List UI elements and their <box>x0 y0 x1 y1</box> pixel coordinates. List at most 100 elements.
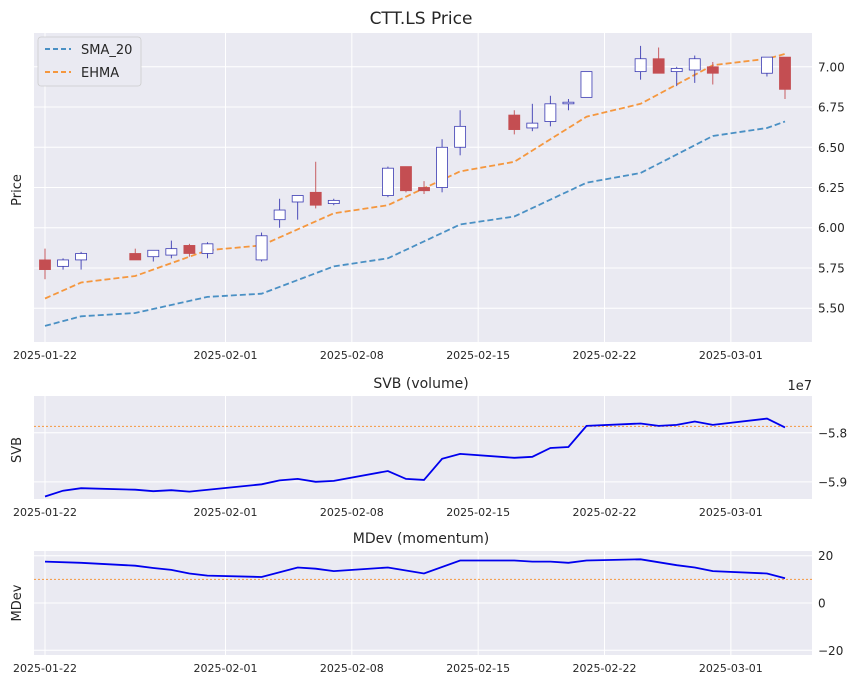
candle-body <box>526 122 539 129</box>
y-tick-label: 6.25 <box>818 181 845 195</box>
price-chart-title: CTT.LS Price <box>370 9 473 29</box>
sma-20-line <box>44 120 786 327</box>
candle-body <box>688 58 701 71</box>
candle-body <box>544 103 557 122</box>
svb-series <box>34 417 812 498</box>
y-tick-label: −5.9 <box>818 475 847 489</box>
candle <box>508 110 521 135</box>
x-tick-label: 2025-01-22 <box>13 662 77 675</box>
candle-body <box>580 71 593 98</box>
y-tick-label: 20 <box>818 549 833 563</box>
y-tick-label: 5.75 <box>818 261 845 275</box>
candle-body <box>454 125 467 148</box>
candle <box>255 232 268 262</box>
x-tick-label: 2025-02-22 <box>573 662 637 675</box>
candle-body <box>400 166 412 192</box>
series-line <box>44 558 786 580</box>
candle <box>454 110 467 156</box>
y-tick-label: −5.8 <box>818 426 847 440</box>
x-tick-label: 2025-01-22 <box>13 506 77 519</box>
candle-body <box>147 249 160 258</box>
x-tick-label: 2025-03-01 <box>699 349 763 362</box>
x-tick-label: 2025-02-22 <box>573 506 637 519</box>
candle <box>400 166 412 193</box>
y-tick-label: 6.50 <box>818 141 845 155</box>
candle-body <box>634 58 647 73</box>
candle-body <box>562 101 575 105</box>
candle <box>309 161 322 209</box>
candle <box>562 98 575 111</box>
candle-body <box>75 253 87 261</box>
y-tick-label: 6.75 <box>818 101 845 115</box>
candle-body <box>309 191 322 206</box>
x-tick-label: 2025-02-01 <box>194 506 258 519</box>
y-tick-label: 0 <box>818 597 826 611</box>
svb-panel: SVB (volume) −5.9 −5.8 2025-01-22 2025-02-0… <box>10 376 847 519</box>
x-tick-label: 2025-02-01 <box>194 662 258 675</box>
x-tick-label: 2025-02-08 <box>320 506 384 519</box>
candle-body <box>779 56 791 90</box>
candle-body <box>129 253 142 261</box>
candle-body <box>652 58 665 74</box>
x-tick-label: 2025-02-15 <box>446 662 510 675</box>
x-tick-label: 2025-03-01 <box>699 662 763 675</box>
candle <box>634 45 647 80</box>
candle-body <box>382 167 394 196</box>
legend-label-sma: SMA_20 <box>81 43 132 58</box>
x-tick-label: 2025-02-15 <box>446 349 510 362</box>
candle-body <box>418 187 430 192</box>
series-line <box>44 417 786 498</box>
y-tick-label: 5.50 <box>818 302 845 316</box>
x-tick-label: 2025-02-01 <box>194 349 258 362</box>
candle <box>580 71 593 98</box>
svb-scale-label: 1e7 <box>787 379 812 394</box>
x-tick-label: 2025-02-08 <box>320 349 384 362</box>
x-tick-label: 2025-02-15 <box>446 506 510 519</box>
candle-body <box>291 195 304 203</box>
candle <box>129 248 142 261</box>
candle-body <box>327 199 340 204</box>
candle <box>273 198 286 228</box>
svb-tick-labels: −5.9 −5.8 2025-01-22 2025-02-01 2025-02-08 20… <box>13 426 847 519</box>
price-candles <box>39 45 791 280</box>
candle <box>418 181 430 194</box>
svb-plot-area <box>34 396 812 499</box>
candle <box>688 55 701 83</box>
candle <box>670 66 683 87</box>
price-panel: CTT.LS Price 5.50 5.75 6.00 6.25 6.50 6.75 7.0… <box>10 9 845 362</box>
candle <box>57 258 69 270</box>
x-tick-label: 2025-02-08 <box>320 662 384 675</box>
y-tick-label: 6.00 <box>818 221 845 235</box>
candle <box>327 198 340 206</box>
price-y-axis-label: Price <box>10 174 25 206</box>
candle <box>779 56 791 99</box>
candle-body <box>436 146 448 188</box>
mdev-panel: MDev (momentum) −20 0 20 2025-01-22 2025-02-… <box>10 531 843 675</box>
svb-gridlines <box>34 396 812 499</box>
candle <box>761 56 773 77</box>
candle-body <box>57 259 69 267</box>
x-tick-label: 2025-01-22 <box>13 349 77 362</box>
mdev-series <box>34 558 812 580</box>
candle-body <box>761 56 773 74</box>
price-legend: SMA_20 EHMA <box>37 36 142 87</box>
mdev-gridlines <box>34 551 812 655</box>
svb-chart-title: SVB (volume) <box>373 376 468 392</box>
candle <box>183 243 196 257</box>
x-tick-label: 2025-03-01 <box>699 506 763 519</box>
candle-body <box>201 243 214 254</box>
legend-label-ehma: EHMA <box>81 66 119 81</box>
mdev-chart-title: MDev (momentum) <box>353 531 489 547</box>
candle <box>147 249 160 262</box>
candle <box>382 166 394 198</box>
candle-body <box>273 209 286 221</box>
candle <box>291 195 304 220</box>
price-tick-labels: 5.50 5.75 6.00 6.25 6.50 6.75 7.00 2025-01-22 20… <box>13 60 845 362</box>
candle-body <box>183 245 196 254</box>
candle <box>39 248 51 280</box>
svb-y-axis-label: SVB <box>10 437 25 463</box>
candle-body <box>706 66 719 74</box>
candle <box>544 95 557 127</box>
y-tick-label: −20 <box>818 644 843 658</box>
